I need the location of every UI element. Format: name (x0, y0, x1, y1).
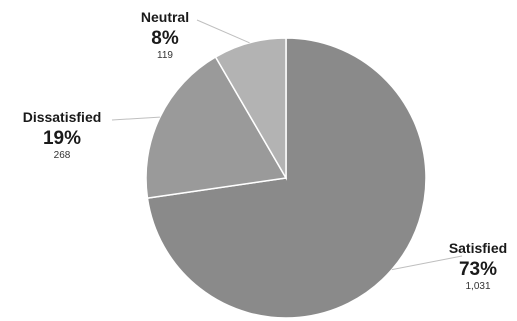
slice-percent-dissatisfied: 19% (43, 128, 81, 149)
leader-line-satisfied (391, 255, 463, 271)
pie-slice-neutral (214, 37, 287, 181)
leader-line-neutral (196, 19, 250, 44)
pie-slice-dissatisfied (145, 55, 288, 199)
slice-label-dissatisfied: Dissatisfied (23, 109, 102, 125)
slice-count-neutral: 119 (157, 50, 173, 61)
leader-lines (111, 19, 463, 271)
slice-percent-satisfied: 73% (459, 259, 497, 280)
slice-labels: Satisfied 73%1,031 Dissatisfied 19%268 Neutr… (23, 9, 507, 292)
slice-label-neutral: Neutral (141, 9, 189, 25)
slice-label-satisfied: Satisfied (449, 240, 507, 256)
pie-slices (145, 37, 427, 319)
slice-count-dissatisfied: 268 (54, 150, 71, 161)
slice-percent-neutral: 8% (151, 28, 179, 49)
leader-line-dissatisfied (111, 116, 160, 121)
slice-count-satisfied: 1,031 (465, 281, 490, 292)
